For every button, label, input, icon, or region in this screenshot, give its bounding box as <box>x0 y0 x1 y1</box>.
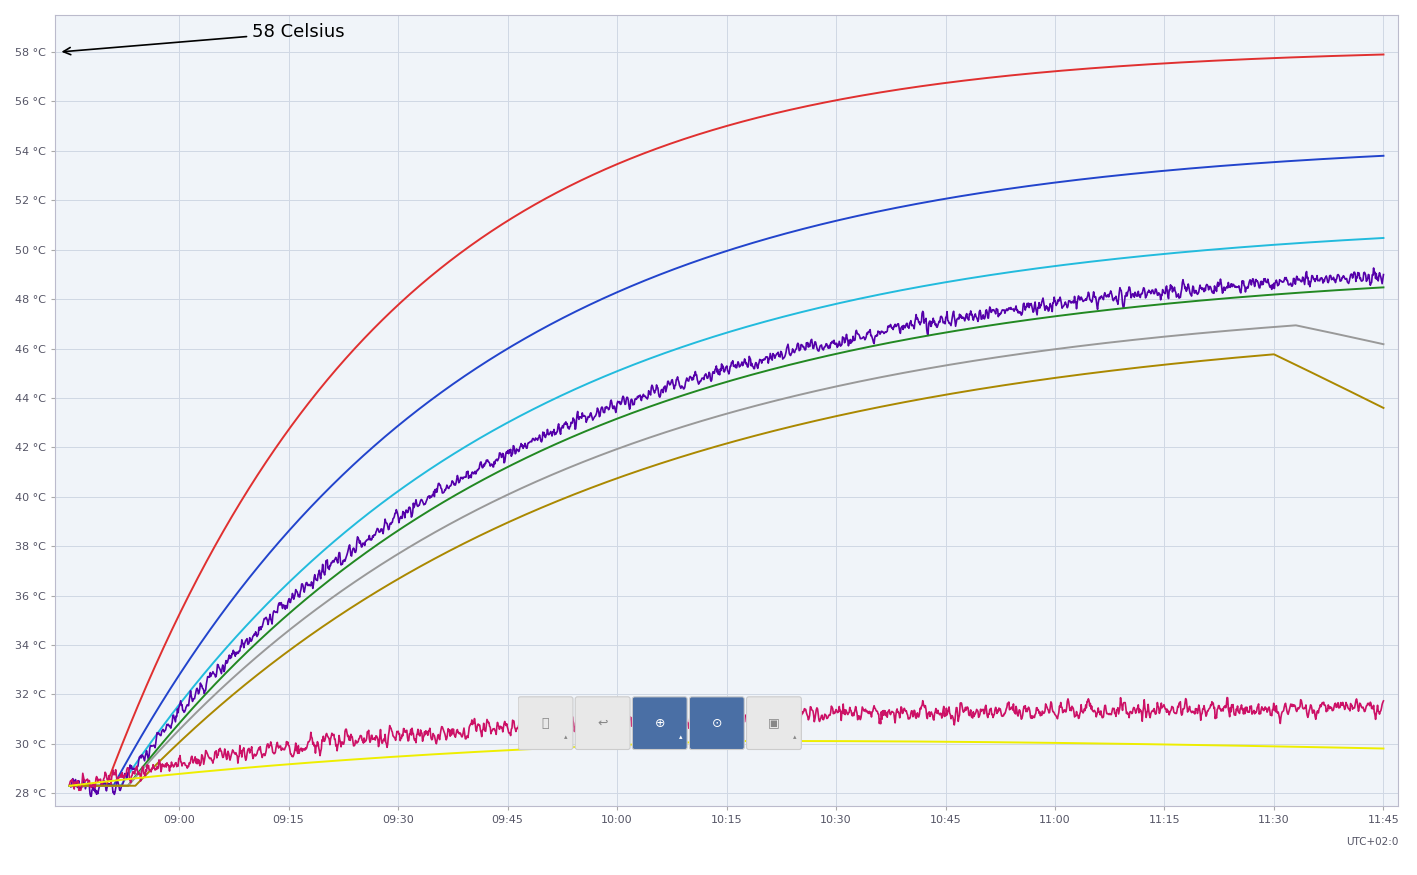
Text: ▴: ▴ <box>564 734 568 740</box>
FancyBboxPatch shape <box>747 696 802 750</box>
Text: ▴: ▴ <box>792 734 796 740</box>
FancyBboxPatch shape <box>519 696 572 750</box>
FancyBboxPatch shape <box>575 696 631 750</box>
Text: ▣: ▣ <box>768 717 779 730</box>
FancyBboxPatch shape <box>632 696 687 750</box>
Text: ↩: ↩ <box>598 717 608 730</box>
Text: ⊙: ⊙ <box>711 717 723 730</box>
Text: ▴: ▴ <box>679 734 682 740</box>
Text: 58 Celsius: 58 Celsius <box>64 24 344 54</box>
Text: ⊕: ⊕ <box>655 717 665 730</box>
Text: ⤢: ⤢ <box>541 717 550 730</box>
FancyBboxPatch shape <box>690 696 744 750</box>
Text: UTC+02:0: UTC+02:0 <box>1346 837 1399 847</box>
